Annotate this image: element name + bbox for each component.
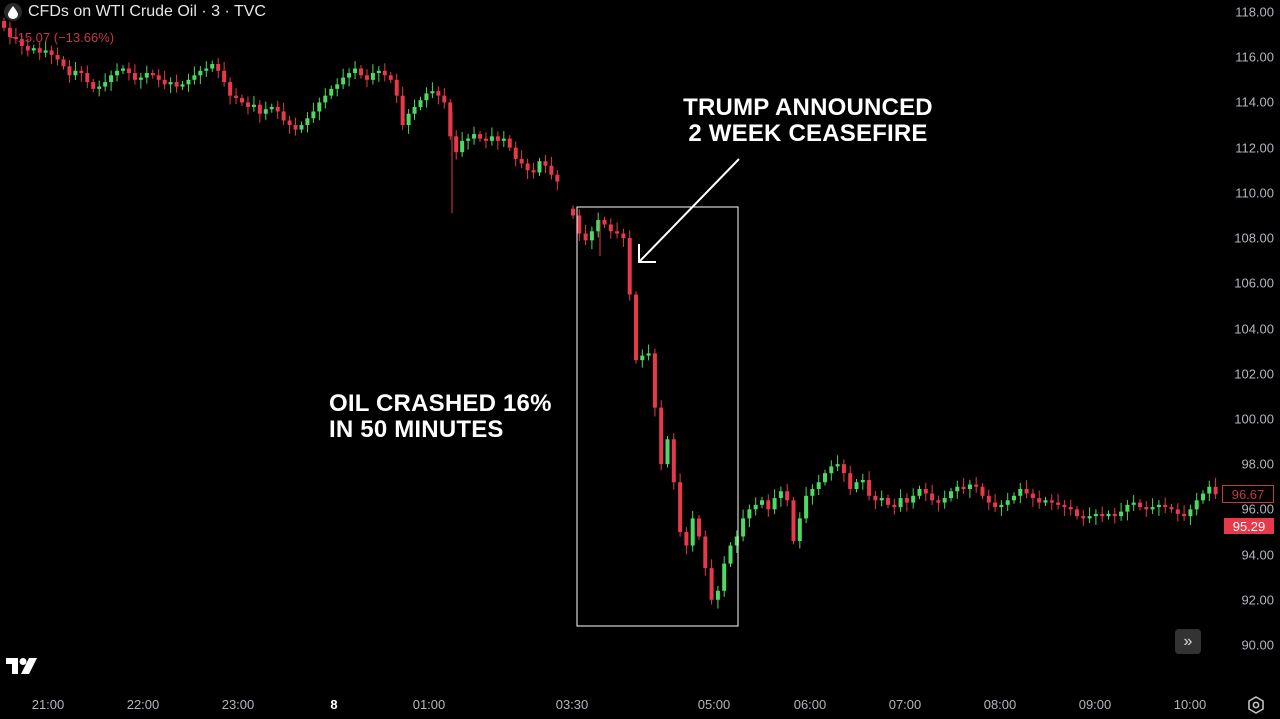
price-tick: 104.00 [1234,321,1274,336]
price-tick: 108.00 [1234,230,1274,246]
price-tick: 92.00 [1241,592,1274,608]
symbol-title: CFDs on WTI Crude Oil · 3 · TVC [28,3,266,20]
price-tick: 94.00 [1241,547,1274,563]
tradingview-logo[interactable] [6,658,40,679]
arrow-icon [638,158,740,263]
annotation-line: 2 WEEK CEASEFIRE [688,120,928,147]
time-tick: 05:00 [697,697,731,712]
ceasefire-annotation: TRUMP ANNOUNCED 2 WEEK CEASEFIRE [677,95,939,147]
price-tick: 110.00 [1235,185,1274,201]
time-tick: 06:00 [793,697,827,712]
price-tick: 118.00 [1235,4,1274,20]
price-tick: 102.00 [1234,366,1274,382]
oil-drop-icon [4,3,22,21]
price-tick: 106.00 [1234,275,1274,291]
price-tick: 96.00 [1241,501,1274,517]
time-tick: 07:00 [888,697,922,712]
time-tick: 8 [330,697,338,712]
price-tick: 116.00 [1235,49,1274,65]
annotation-line: TRUMP ANNOUNCED [683,94,933,121]
last-price-badge: 96.67 [1222,485,1274,503]
time-tick: 03:30 [555,697,589,712]
crash-highlight-box [576,206,739,627]
time-tick: 22:00 [126,697,160,712]
price-tick: 90.00 [1241,637,1274,653]
price-change: −15.07 (−13.66%) [10,30,115,45]
price-tick: 114.00 [1235,94,1274,110]
time-tick: 23:00 [221,697,255,712]
time-tick: 10:00 [1173,697,1207,712]
time-tick: 08:00 [983,697,1017,712]
annotation-line: IN 50 MINUTES [329,416,504,443]
price-tick: 100.00 [1234,411,1274,427]
annotation-line: OIL CRASHED 16% [329,390,552,417]
scroll-to-realtime-button[interactable]: » [1175,629,1201,654]
crash-annotation: OIL CRASHED 16% IN 50 MINUTES [329,391,552,443]
time-tick: 09:00 [1078,697,1112,712]
settings-icon[interactable] [1247,696,1265,719]
time-tick: 21:00 [31,697,65,712]
price-tick: 98.00 [1241,456,1274,472]
price-badge: 95.29 [1224,518,1274,534]
price-tick: 112.00 [1235,140,1274,156]
time-tick: 01:00 [412,697,446,712]
symbol-header[interactable]: CFDs on WTI Crude Oil · 3 · TVC [4,3,266,21]
